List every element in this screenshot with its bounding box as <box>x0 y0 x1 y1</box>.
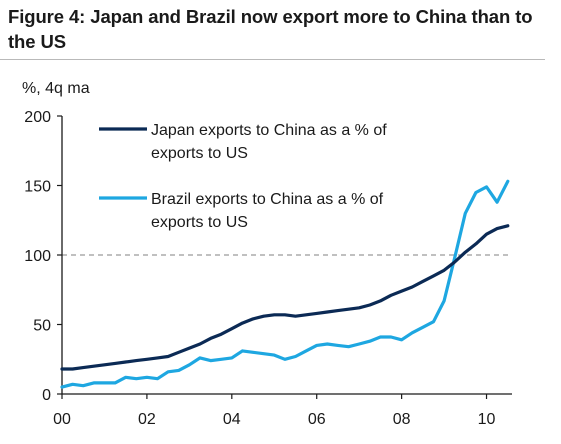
axes: 0 50 100 150 200 00 02 04 06 08 10 <box>24 109 512 428</box>
x-tick-label: 00 <box>53 411 71 428</box>
y-tick-label: 100 <box>24 248 51 265</box>
legend-label: Brazil exports to China as a % of <box>151 191 384 208</box>
series-line-brazil <box>60 179 510 389</box>
x-tick-label: 08 <box>393 411 411 428</box>
chart-title: Figure 4: Japan and Brazil now export mo… <box>8 6 533 52</box>
x-tick-label: 02 <box>138 411 156 428</box>
x-tick-label: 06 <box>308 411 326 428</box>
x-tick-label: 04 <box>223 411 241 428</box>
y-tick-label: 200 <box>24 109 51 126</box>
series-line-japan <box>60 224 510 371</box>
legend-label: exports to US <box>151 145 248 162</box>
legend-label: Japan exports to China as a % of <box>151 122 387 139</box>
y-tick-label: 150 <box>24 179 51 196</box>
y-tick-label: 50 <box>33 318 51 335</box>
title-divider <box>0 59 545 60</box>
legend: Japan exports to China as a % of exports … <box>99 122 387 231</box>
y-axis-label: %, 4q ma <box>22 80 90 97</box>
legend-label: exports to US <box>151 214 248 231</box>
series-lines <box>60 179 510 389</box>
x-tick-label: 10 <box>478 411 496 428</box>
y-tick-label: 0 <box>42 387 51 404</box>
